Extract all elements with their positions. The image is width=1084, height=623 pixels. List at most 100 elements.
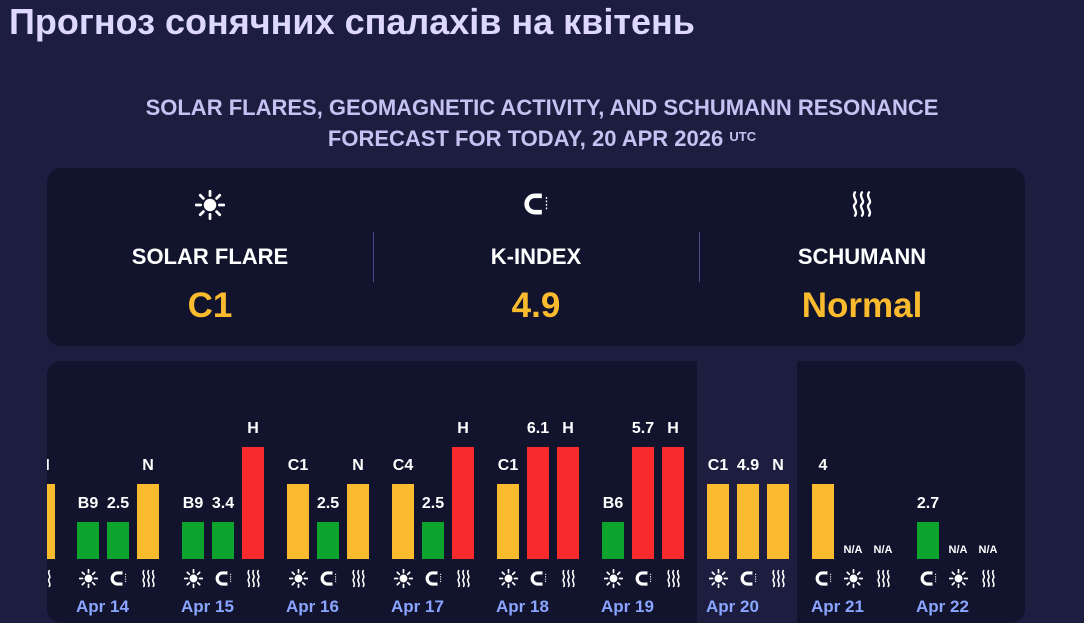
magnet-icon: [917, 567, 939, 589]
bar-value-label: 2.5: [106, 494, 130, 512]
summary-label: SCHUMANN: [797, 244, 927, 269]
bar-value-label: N/A: [948, 544, 968, 556]
bar-value-label: N: [142, 457, 154, 474]
bar-value-label: N: [772, 457, 784, 474]
bar-value-label: C4: [392, 457, 414, 474]
magnet-icon: [737, 567, 759, 589]
bar-kindex: [527, 446, 549, 559]
bar-value-label: C1: [707, 457, 729, 474]
sun-icon: [77, 567, 99, 589]
bar-kindex: [917, 521, 939, 559]
bar-value-label: N/A: [843, 544, 863, 556]
bar-value-label: H: [667, 419, 679, 437]
sun-icon: [182, 567, 204, 589]
bar-value-label: 4: [818, 457, 828, 474]
date-label: Apr 15: [181, 597, 234, 616]
magnet-icon: [373, 190, 699, 218]
bar-flare: [497, 484, 519, 559]
bar-value-label: B9: [77, 494, 99, 512]
magnet-icon: [212, 567, 234, 589]
bar-flare: [707, 484, 729, 559]
bar-schumann: [452, 446, 474, 559]
bar-kindex: [212, 521, 234, 559]
date-label: Apr 20: [706, 597, 759, 616]
bar-value-label: 6.1: [526, 419, 550, 437]
date-label: Apr 18: [496, 597, 549, 616]
bar-value-label: B6: [602, 494, 624, 512]
bar-value-label: 2.7: [916, 494, 940, 512]
subtitle-date: FORECAST FOR TODAY, 20 APR 2026: [327, 126, 724, 151]
sun-icon: [497, 567, 519, 589]
magnet-icon: [812, 567, 834, 589]
waves-icon: [137, 567, 159, 589]
bar-schumann: [242, 446, 264, 559]
magnet-icon: [422, 567, 444, 589]
summary-value: Normal: [801, 286, 923, 325]
bar-value-label: B9: [182, 494, 204, 512]
waves-icon: [47, 567, 55, 589]
summary-k-index: K-INDEX 4.9: [373, 168, 699, 346]
bar-schumann: [557, 446, 579, 559]
bar-value-label: 2.5: [316, 494, 340, 512]
sun-icon: [47, 190, 373, 220]
bar-value-label: 5.7: [631, 419, 655, 437]
magnet-icon: [317, 567, 339, 589]
waves-icon: [242, 567, 264, 589]
subtitle-line-2: FORECAST FOR TODAY, 20 APR 2026 UTC: [0, 123, 1084, 154]
summary-label: K-INDEX: [490, 244, 582, 269]
sun-icon: [947, 567, 969, 589]
bar-kindex: [737, 484, 759, 559]
bar-flare: [392, 484, 414, 559]
bar-value-label: 4.9: [736, 457, 760, 474]
sun-icon: [392, 567, 414, 589]
bar-value-label: H: [457, 419, 469, 437]
waves-icon: [699, 190, 1025, 218]
subtitle-line-1: SOLAR FLARES, GEOMAGNETIC ACTIVITY, AND …: [145, 95, 939, 120]
waves-icon: [872, 567, 894, 589]
page-title: Прогноз сонячних спалахів на квітень: [9, 1, 695, 42]
bar-flare: [77, 521, 99, 559]
bar-kindex: [632, 446, 654, 559]
date-label: Apr 16: [286, 597, 339, 616]
waves-icon: [662, 567, 684, 589]
summary-value: 4.9: [511, 286, 561, 325]
sun-icon: [287, 567, 309, 589]
sun-icon: [602, 567, 624, 589]
forecast-subtitle: SOLAR FLARES, GEOMAGNETIC ACTIVITY, AND …: [0, 92, 1084, 154]
waves-icon: [557, 567, 579, 589]
bar-flare: [182, 521, 204, 559]
bar-value-label: 2.5: [421, 494, 445, 512]
bar-schumann: [767, 484, 789, 559]
date-label: Apr 14: [76, 597, 129, 616]
bar-schumann: [662, 446, 684, 559]
bar-flare: [602, 521, 624, 559]
bar-value-label: N: [352, 457, 364, 474]
bar-value-label: N/A: [978, 544, 998, 556]
bar-value-label: C1: [287, 457, 309, 474]
bar-value-label: H: [247, 419, 259, 437]
bar-schumann: [347, 484, 369, 559]
waves-icon: [767, 567, 789, 589]
summary-schumann: SCHUMANN Normal: [699, 168, 1025, 346]
bar-kindex: [812, 484, 834, 559]
waves-icon: [977, 567, 999, 589]
summary-value: C1: [187, 286, 233, 325]
partial-bar: [47, 484, 55, 559]
bar-value-label: N/A: [873, 544, 893, 556]
waves-icon: [452, 567, 474, 589]
bar-value-label: 3.4: [211, 494, 235, 512]
sun-icon: [842, 567, 864, 589]
summary-solar-flare: SOLAR FLARE C1: [47, 168, 373, 346]
magnet-icon: [107, 567, 129, 589]
date-label: Apr 21: [811, 597, 864, 616]
date-label: Apr 19: [601, 597, 654, 616]
forecast-chart: H B9 2.5 N Apr 14 B9 3.4 H Apr 15 C1 2.5 N Apr 16 C4 2…: [47, 361, 1025, 623]
magnet-icon: [632, 567, 654, 589]
utc-marker: UTC: [729, 129, 757, 144]
summary-label: SOLAR FLARE: [131, 244, 289, 269]
bar-value-label: H: [562, 419, 574, 437]
bar-kindex: [107, 521, 129, 559]
magnet-icon: [527, 567, 549, 589]
bar-flare: [287, 484, 309, 559]
today-summary-panel: SOLAR FLARE C1 K-INDEX 4.9 SCHUMANN Norm…: [47, 168, 1025, 346]
